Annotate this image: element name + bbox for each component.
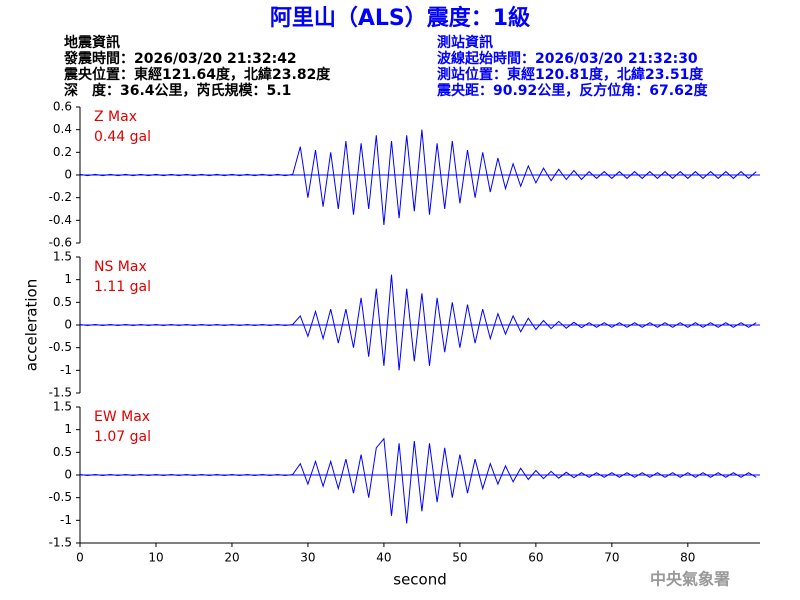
event-info: 地震資訊 xyxy=(64,34,120,51)
y-tick-label: -1 xyxy=(60,363,72,377)
x-tick-label: 10 xyxy=(148,551,163,565)
x-tick-label: 20 xyxy=(224,551,239,565)
y-tick-label: -0.6 xyxy=(49,236,72,250)
y-tick-label: -1.5 xyxy=(49,386,72,400)
y-tick-label: 0.2 xyxy=(53,145,72,159)
y-tick-label: 0.6 xyxy=(53,100,72,114)
y-tick-label: 1.5 xyxy=(53,400,72,414)
station-info: 測站位置：東經120.81度，北緯23.51度 xyxy=(437,66,704,83)
y-tick-label: 0 xyxy=(64,318,72,332)
peak-annotation: NS Max xyxy=(94,259,147,275)
y-tick-label: -0.4 xyxy=(49,213,72,227)
station-info: 波線起始時間：2026/03/20 21:32:30 xyxy=(437,50,698,67)
y-axis-label: acceleration xyxy=(23,279,41,371)
event-info: 深 度：36.4公里，芮氏規模：5.1 xyxy=(64,82,291,99)
x-axis-label: second xyxy=(393,571,447,589)
y-tick-label: 0.4 xyxy=(53,122,72,136)
y-tick-label: -0.2 xyxy=(49,190,72,204)
y-tick-label: 0 xyxy=(64,468,72,482)
x-tick-label: 60 xyxy=(528,551,543,565)
station-info: 震央距：90.92公里，反方位角：67.62度 xyxy=(436,82,709,99)
x-tick-label: 30 xyxy=(300,551,315,565)
waveform xyxy=(79,274,757,371)
event-info: 震央位置：東經121.64度，北緯23.82度 xyxy=(63,66,331,83)
peak-annotation: 0.44 gal xyxy=(94,129,151,145)
peak-annotation: EW Max xyxy=(94,409,150,425)
x-tick-label: 50 xyxy=(452,551,467,565)
waveform xyxy=(79,129,757,225)
y-tick-label: -1.5 xyxy=(49,536,72,550)
peak-annotation: 1.11 gal xyxy=(94,279,151,295)
credit: 中央氣象署 xyxy=(650,570,730,589)
y-tick-label: 1 xyxy=(64,422,72,436)
page-title: 阿里山（ALS）震度：1級 xyxy=(270,5,530,31)
y-tick-label: 0.5 xyxy=(53,445,72,459)
x-tick-label: 80 xyxy=(680,551,695,565)
x-tick-label: 70 xyxy=(604,551,619,565)
x-tick-label: 0 xyxy=(76,551,84,565)
y-tick-label: 0.5 xyxy=(53,295,72,309)
station-info: 測站資訊 xyxy=(437,34,493,51)
peak-annotation: 1.07 gal xyxy=(94,429,151,445)
y-tick-label: 0 xyxy=(64,168,72,182)
x-tick-label: 40 xyxy=(376,551,391,565)
waveform xyxy=(79,437,757,524)
y-tick-label: 1.5 xyxy=(53,250,72,264)
y-tick-label: -0.5 xyxy=(49,490,72,504)
y-tick-label: -0.5 xyxy=(49,340,72,354)
y-tick-label: 1 xyxy=(64,272,72,286)
y-tick-label: -1 xyxy=(60,513,72,527)
event-info: 發震時間：2026/03/20 21:32:42 xyxy=(63,50,297,67)
peak-annotation: Z Max xyxy=(94,109,137,125)
